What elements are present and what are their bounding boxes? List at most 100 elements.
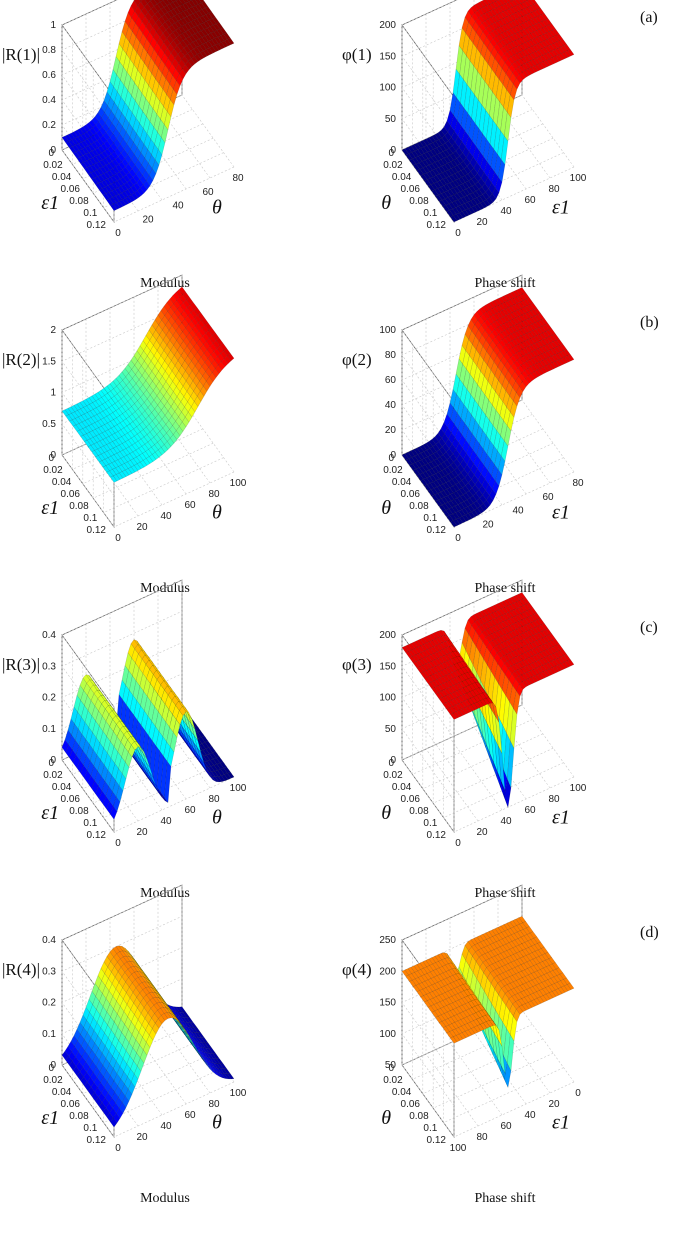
z-tick-label: 0.2 [42,120,56,131]
y-tick-label: 0 [48,758,54,769]
y-tick-label: 0 [388,758,394,769]
z-tick-label: 0 [50,145,56,156]
z-axis-label: φ(2) [342,350,372,369]
x-tick-label: 80 [548,794,560,805]
x-tick-label: 20 [142,214,154,225]
y-tick-label: 0.08 [69,196,89,207]
x-tick-label: 80 [232,173,244,184]
surface-patch [139,0,143,2]
z-tick-label: 50 [385,114,397,125]
y-tick-label: 0.02 [43,465,63,476]
panel-label: (a) [640,9,658,26]
surface-patch [526,0,529,1]
y-tick-label: 0.12 [427,525,447,536]
z-tick-label: 1.5 [42,356,56,367]
x-gridline [85,319,139,517]
y-tick-label: 0.04 [52,477,72,488]
y-gridline [443,82,564,209]
z-tick-label: 40 [385,400,397,411]
x-tick-label: 80 [208,794,220,805]
z-tick-label: 100 [379,1029,396,1040]
surface-plot-c-right: 05010015020000.020.040.060.080.10.120204… [342,579,587,901]
surface [401,0,575,223]
z-tick-label: 0.1 [42,724,56,735]
surface-patch [149,0,152,2]
surface-plot-d-right: 5010015020025000.020.040.060.080.10.1210… [342,884,581,1206]
y-tick-label: 0.12 [427,220,447,231]
z-tick-label: 0.2 [42,693,56,704]
x-tick-label: 20 [476,217,488,228]
x-tick-label: 60 [202,187,214,198]
y-gridline [103,82,224,209]
plot-caption: Phase shift [474,1191,535,1206]
z-tick-label: 200 [379,630,396,641]
x-tick-label: 20 [482,519,494,530]
y-tick-label: 0 [388,453,394,464]
y-tick-label: 0.04 [52,1087,72,1098]
x-tick-label: 100 [230,478,247,489]
z-tick-label: 0.1 [42,1029,56,1040]
y-tick-label: 0.08 [409,1111,429,1122]
y-axis-label: θ [381,497,391,519]
z-tick-label: 1 [50,388,56,399]
x-axis-label: ε1 [552,1112,570,1134]
y-axis-label: ε1 [41,497,59,519]
y-tick-label: 0.12 [87,1135,107,1146]
y-tick-label: 0.12 [87,220,107,231]
z-tick-label: 200 [379,966,396,977]
y-tick-label: 0 [48,453,54,464]
z-axis-label: φ(3) [342,655,372,674]
surface [61,286,235,483]
y-axis-label: ε1 [41,192,59,214]
z-tick-label: 80 [385,350,397,361]
y-tick-label: 0.1 [83,208,97,219]
z-tick-label: 0.2 [42,998,56,1009]
plot-caption: Modulus [140,1191,190,1206]
x-tick-label: 80 [208,1099,220,1110]
x-tick-label: 0 [455,228,461,239]
y-tick-label: 0.04 [392,172,412,183]
z-tick-label: 0.8 [42,45,56,56]
x-tick-label: 0 [455,533,461,544]
z-tick-label: 100 [379,693,396,704]
y-tick-label: 0.06 [401,184,421,195]
y-tick-label: 0.06 [401,1099,421,1110]
surface-plot-a-left: 00.20.40.60.8100.020.040.060.080.10.1202… [2,0,244,291]
x-tick-label: 40 [512,506,524,517]
x-tick-label: 80 [208,489,220,500]
x-tick-label: 80 [572,478,584,489]
x-tick-label: 40 [160,1121,172,1132]
surface-patch [494,0,499,2]
x-tick-label: 20 [136,827,148,838]
y-axis-label: θ [381,802,391,824]
y-tick-label: 0.12 [87,830,107,841]
surface [401,592,575,808]
x-tick-label: 40 [160,511,172,522]
y-tick-label: 0.08 [69,1111,89,1122]
z-tick-label: 150 [379,51,396,62]
x-tick-label: 0 [575,1088,581,1099]
plot-caption: Phase shift [474,276,535,291]
x-tick-label: 0 [455,838,461,849]
surface [401,287,575,528]
y-gridline [113,97,235,223]
y-tick-label: 0.08 [409,806,429,817]
x-tick-label: 60 [524,195,536,206]
x-tick-label: 60 [184,500,196,511]
y-gridline [92,373,214,499]
z-tick-label: 2 [50,325,56,336]
x-tick-label: 40 [500,816,512,827]
y-tick-label: 0.04 [392,782,412,793]
y-tick-label: 0.04 [392,477,412,488]
y-tick-label: 0.08 [69,806,89,817]
y-axis-label: θ [381,1107,391,1129]
x-axis-label: ε1 [552,807,570,829]
y-tick-label: 0.06 [61,794,81,805]
z-axis-label: φ(1) [342,45,372,64]
z-tick-label: 0.4 [42,95,56,106]
y-tick-label: 0 [388,148,394,159]
y-tick-label: 0.08 [409,196,429,207]
y-tick-label: 0.12 [427,830,447,841]
z-tick-label: 0.3 [42,966,56,977]
